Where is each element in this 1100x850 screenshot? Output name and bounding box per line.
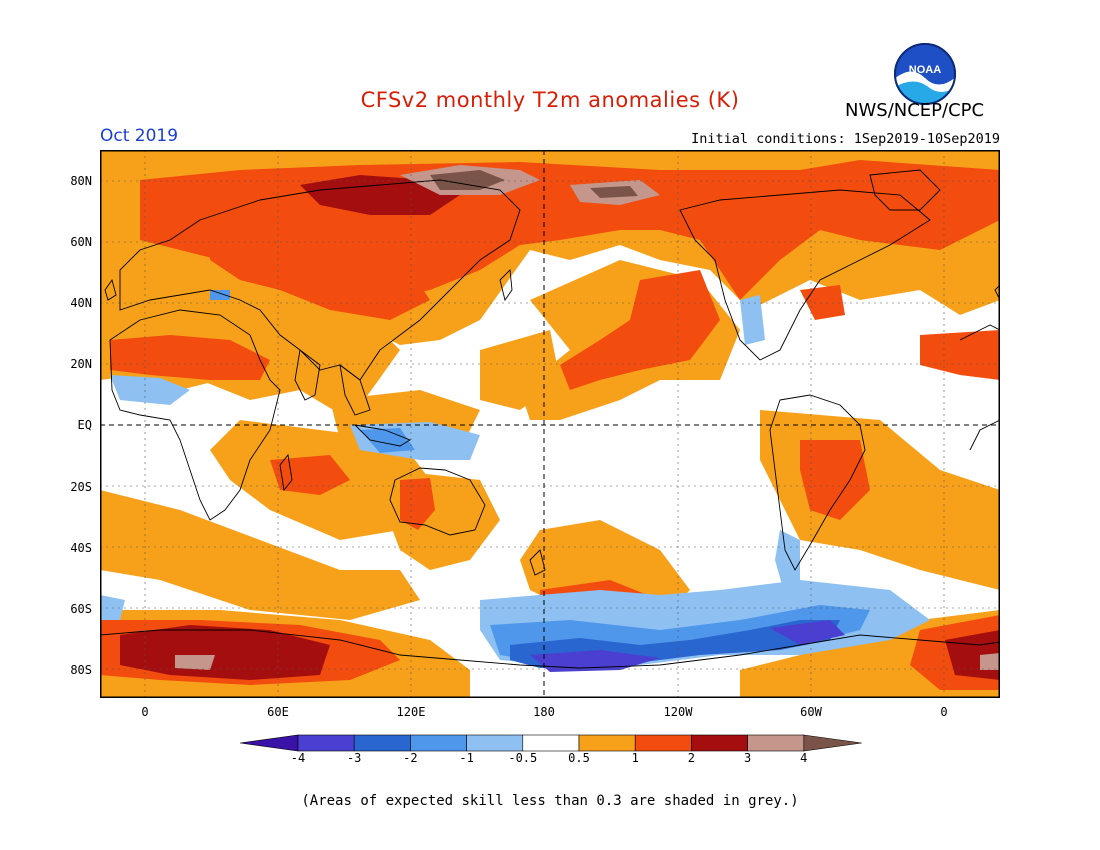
colorbar-label: 0.5 xyxy=(568,751,590,765)
colorbar-label: -0.5 xyxy=(508,751,538,765)
colorbar-swatch xyxy=(297,734,355,752)
initial-conditions: Initial conditions: 1Sep2019-10Sep2019 xyxy=(691,131,1000,147)
colorbar-label: -2 xyxy=(403,751,418,765)
colorbar-swatch xyxy=(240,734,299,752)
colorbar-swatch xyxy=(466,734,524,752)
coastlines xyxy=(100,169,1000,669)
colorbar-swatch xyxy=(410,734,467,752)
colorbar-label: -1 xyxy=(459,751,474,765)
lon-label: 60W xyxy=(800,705,822,719)
colorbar-swatch xyxy=(578,734,636,752)
agency-label: NWS/NCEP/CPC xyxy=(845,100,985,121)
lon-label: 120E xyxy=(396,705,426,719)
anomaly-map xyxy=(100,150,1000,698)
map-title: CFSv2 monthly T2m anomalies (K) xyxy=(360,88,740,112)
lat-label: 20S xyxy=(70,480,92,494)
valid-month: Oct 2019 xyxy=(100,126,179,146)
logo-text: NOAA xyxy=(909,64,941,76)
equator-dateline xyxy=(100,150,1000,698)
colorbar-label: 4 xyxy=(800,751,808,765)
skill-footnote: (Areas of expected skill less than 0.3 a… xyxy=(301,793,799,809)
lon-label: 0 xyxy=(141,705,149,719)
colorbar-label: 1 xyxy=(631,751,639,765)
lon-label: 0 xyxy=(940,705,948,719)
lat-label: 60N xyxy=(70,235,92,249)
lat-label: 40S xyxy=(70,541,92,555)
colorbar-label: 2 xyxy=(687,751,695,765)
colorbar-label: 3 xyxy=(743,751,752,765)
colorbar xyxy=(240,734,862,752)
lon-label: 180 xyxy=(533,705,555,719)
colorbar-swatch xyxy=(747,734,805,752)
lat-label: 20N xyxy=(70,357,92,371)
colorbar-swatch xyxy=(691,734,748,752)
lat-label: 40N xyxy=(70,296,92,310)
colorbar-swatch xyxy=(803,734,862,752)
warm-anomaly-brown xyxy=(430,170,638,198)
colorbar-swatch xyxy=(634,734,692,752)
colorbar-label: -4 xyxy=(290,751,306,765)
colorbar-label: -3 xyxy=(346,751,362,765)
lon-label: 60E xyxy=(267,705,289,719)
lon-label: 120W xyxy=(663,705,693,719)
noaa-logo: NOAA xyxy=(894,43,956,105)
colorbar-swatch xyxy=(353,734,411,752)
map-frame xyxy=(100,150,1000,698)
lat-label: 80S xyxy=(70,663,92,677)
lat-label: 80N xyxy=(70,174,92,188)
lat-label: 60S xyxy=(70,602,92,616)
colorbar-swatch xyxy=(522,734,580,752)
gridlines xyxy=(100,150,1000,698)
lat-label: EQ xyxy=(77,418,92,432)
